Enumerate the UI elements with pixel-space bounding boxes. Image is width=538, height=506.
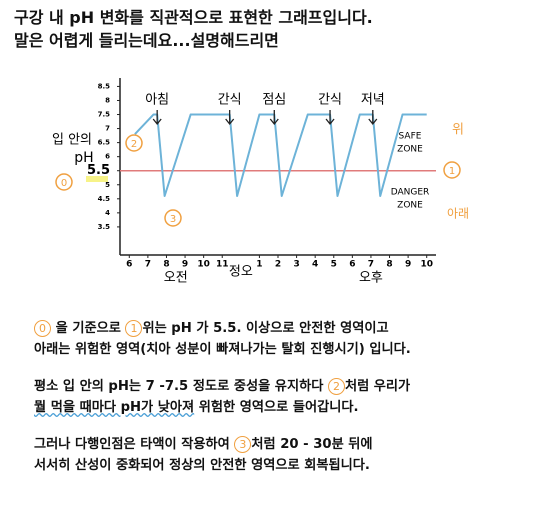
marker: 0 [34, 320, 51, 337]
marker-circle [164, 209, 182, 227]
x-tick-label: 6 [349, 260, 355, 270]
x-tick-label: 6 [126, 260, 132, 270]
arrow [152, 110, 162, 126]
meal-label: 점심 [262, 93, 286, 108]
paragraph-line: 평소 입 안의 pH는 7 -7.5 정도로 중성을 유지하다 2 처럼 우리가 [34, 376, 411, 397]
zone-label: ZONE [397, 145, 423, 155]
paragraph: 평소 입 안의 pH는 7 -7.5 정도로 중성을 유지하다 2 처럼 우리가 뭘… [34, 376, 411, 418]
meal-label: 간식 [218, 93, 242, 108]
marker: 3 [234, 436, 252, 453]
marker-circle [125, 134, 143, 152]
text: 처럼 20 - 30분 뒤에 [251, 437, 373, 452]
y-tick-label: 5 [105, 181, 110, 189]
x-tick-label: 5 [331, 260, 337, 270]
period-label: 오전 [164, 271, 188, 286]
marker: 2 [327, 378, 345, 395]
text: 을 기준으로 [51, 321, 126, 336]
zone-label: DANGER [391, 188, 430, 198]
y-label: pH [74, 150, 93, 166]
text: 위험한 영역으로 들어갑니다. [194, 400, 359, 415]
data-line [134, 113, 427, 197]
arrow [325, 110, 335, 126]
x-tick-label: 9 [182, 260, 188, 270]
x-tick-label: 7 [145, 260, 151, 270]
y-tick-label: 6 [105, 153, 110, 161]
marker-label: 1 [449, 166, 455, 177]
x-tick-label: 4 [312, 260, 318, 270]
zone-label: ZONE [397, 201, 423, 211]
x-tick-label: 3 [293, 260, 299, 270]
highlight [86, 176, 108, 182]
paragraph-line: 그러나 다행인점은 타액이 작용하여 3 처럼 20 - 30분 뒤에 [34, 434, 411, 455]
y-tick-label: 7.5 [98, 111, 111, 119]
text: 평소 입 안의 pH는 7 -7.5 정도로 중성을 유지하다 [34, 379, 328, 394]
zone-note: 아래 [447, 207, 469, 221]
marker: 1 [125, 320, 143, 337]
x-tick-label: 1 [256, 260, 262, 270]
zone-label: SAFE [399, 132, 422, 142]
x-tick-label: 2 [275, 260, 281, 270]
y-tick-label: 4.5 [98, 195, 111, 203]
period-label: 오후 [359, 271, 383, 286]
y-tick-label: 7 [105, 125, 110, 133]
x-tick-label: 7 [368, 260, 374, 270]
marker-circle [443, 161, 461, 179]
y-label: 입 안의 [52, 133, 92, 148]
marker-label: 2 [131, 139, 137, 150]
meal-label: 간식 [318, 93, 342, 108]
y-tick-label: 3.5 [98, 223, 111, 231]
marker-label: 3 [170, 214, 176, 225]
paragraph-line: 0 을 기준으로 1 위는 pH 가 5.5. 이상으로 안전한 영역이고 [34, 318, 411, 339]
paragraph-line: 아래는 위험한 영역(치아 성분이 빠져나가는 탈회 진행시기) 입니다. [34, 339, 411, 360]
header: 구강 내 pH 변화를 직관적으로 표현한 그래프입니다. 말은 어렵게 들리는… [14, 6, 373, 52]
y-tick-label: 6.5 [98, 139, 111, 147]
text: 처럼 우리가 [344, 379, 411, 394]
text: 그러나 다행인점은 타액이 작용하여 [34, 437, 235, 452]
zone-note: 위 [452, 123, 464, 138]
x-tick-label: 10 [197, 260, 210, 270]
arrow [269, 110, 279, 126]
meal-label: 아침 [145, 93, 169, 108]
text: 뭘 먹을 때마다 pH가 낮아져 [34, 400, 195, 415]
x-tick-label: 11 [216, 260, 229, 270]
arrow [368, 110, 378, 126]
y-tick-label: 4 [105, 209, 110, 217]
header-line: 말은 어렵게 들리는데요...설명해드리면 [14, 31, 279, 50]
marker-circle [55, 173, 73, 191]
y-tick-label: 5.5 [87, 163, 110, 178]
paragraph-line: 뭘 먹을 때마다 pH가 낮아져 위험한 영역으로 들어갑니다. [34, 397, 411, 418]
x-tick-label: 10 [420, 260, 433, 270]
text: 위는 pH 가 5.5. 이상으로 안전한 영역이고 [142, 321, 389, 336]
marker-label: 0 [61, 178, 67, 189]
meal-label: 저녁 [361, 93, 385, 108]
x-tick-label: 8 [386, 260, 392, 270]
x-tick-label: 8 [163, 260, 169, 270]
arrow [225, 110, 235, 126]
x-tick-label: 9 [405, 260, 411, 270]
y-tick-label: 8 [105, 96, 110, 104]
period-label: 정오 [229, 265, 253, 280]
text: 서서히 산성이 중화되어 정상의 안전한 영역으로 회복됩니다. [34, 458, 370, 473]
header-line: 구강 내 pH 변화를 직관적으로 표현한 그래프입니다. [14, 8, 373, 27]
paragraph-line: 서서히 산성이 중화되어 정상의 안전한 영역으로 회복됩니다. [34, 455, 411, 476]
text: 아래는 위험한 영역(치아 성분이 빠져나가는 탈회 진행시기) 입니다. [34, 342, 411, 357]
y-tick-label: 8.5 [98, 82, 111, 90]
